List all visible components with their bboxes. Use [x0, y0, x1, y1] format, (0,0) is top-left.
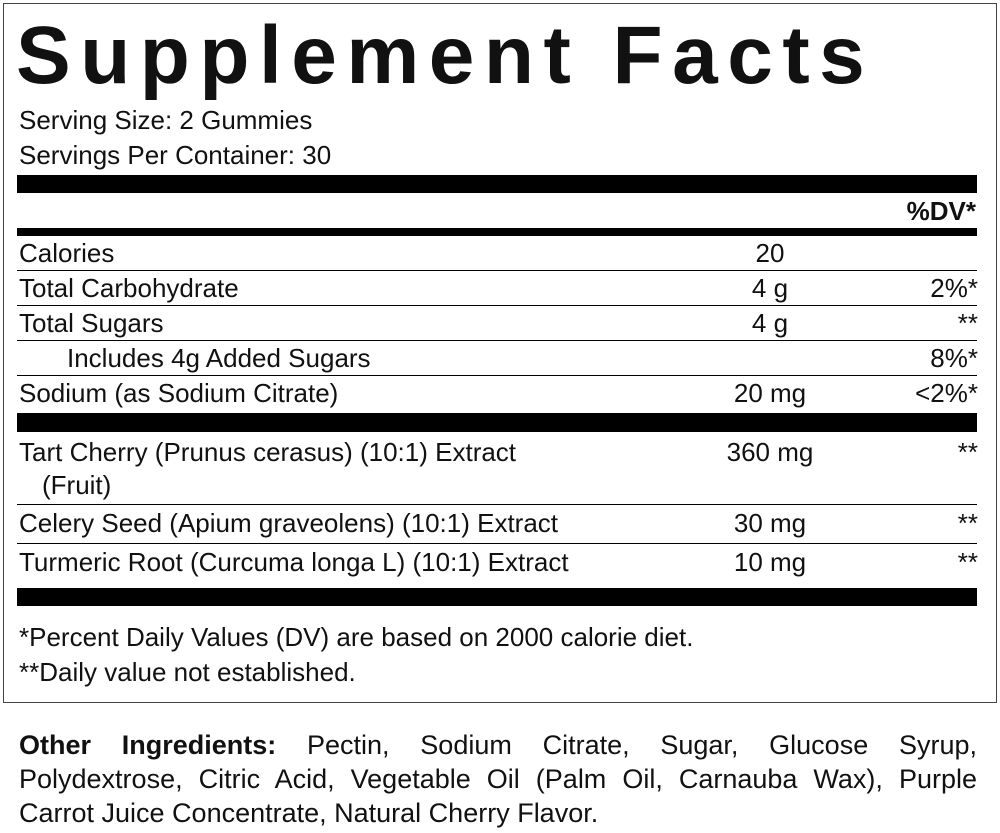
row-name: Total Carbohydrate [19, 273, 239, 303]
row-amount: 4 g [751, 308, 789, 338]
thin-rule [17, 543, 977, 544]
thin-rule [17, 504, 977, 505]
row-name: Total Sugars [19, 308, 164, 338]
thick-rule [17, 175, 977, 193]
row-dv: <2%* [915, 378, 978, 408]
other-ingredients-text: Pectin, Sodium Citrate, Sugar, Glucose S… [19, 730, 977, 828]
row-dv: ** [957, 308, 978, 338]
row-dv: ** [957, 437, 978, 467]
thick-rule [17, 588, 977, 606]
thick-rule [17, 413, 977, 432]
title: Supplement Facts [16, 10, 875, 101]
row-dv: ** [957, 508, 978, 538]
other-ingredients: Other Ingredients: Pectin, Sodium Citrat… [19, 728, 977, 830]
row-name: Calories [19, 238, 115, 268]
label-box [3, 3, 997, 703]
row-amount: 10 mg [733, 547, 807, 577]
row-amount: 30 mg [733, 508, 807, 538]
thin-rule [17, 305, 977, 306]
row-name: Includes 4g Added Sugars [67, 343, 371, 373]
row-name: Turmeric Root (Curcuma longa L) (10:1) E… [19, 547, 569, 577]
servings-per-container: Servings Per Container: 30 [19, 140, 332, 170]
thin-rule [17, 340, 977, 341]
row-name: Sodium (as Sodium Citrate) [19, 378, 339, 408]
row-amount: 20 [755, 238, 785, 268]
serving-size: Serving Size: 2 Gummies [19, 105, 313, 135]
row-dv: 2%* [930, 273, 978, 303]
thin-rule [17, 375, 977, 376]
row-dv: 8%* [930, 343, 978, 373]
row-amount: 4 g [751, 273, 789, 303]
row-name: Tart Cherry (Prunus cerasus) (10:1) Extr… [19, 437, 517, 467]
footnote: **Daily value not established. [19, 657, 356, 687]
dv-header: %DV* [906, 196, 976, 226]
other-ingredients-label: Other Ingredients: [19, 730, 277, 760]
thin-rule [17, 270, 977, 271]
row-name: Celery Seed (Apium graveolens) (10:1) Ex… [19, 508, 559, 538]
thick-rule [17, 228, 977, 236]
row-amount: 20 mg [733, 378, 807, 408]
row-amount: 360 mg [726, 437, 814, 467]
row-dv: ** [957, 547, 978, 577]
row-name-continued: (Fruit) [42, 470, 112, 500]
footnote: *Percent Daily Values (DV) are based on … [19, 622, 694, 652]
